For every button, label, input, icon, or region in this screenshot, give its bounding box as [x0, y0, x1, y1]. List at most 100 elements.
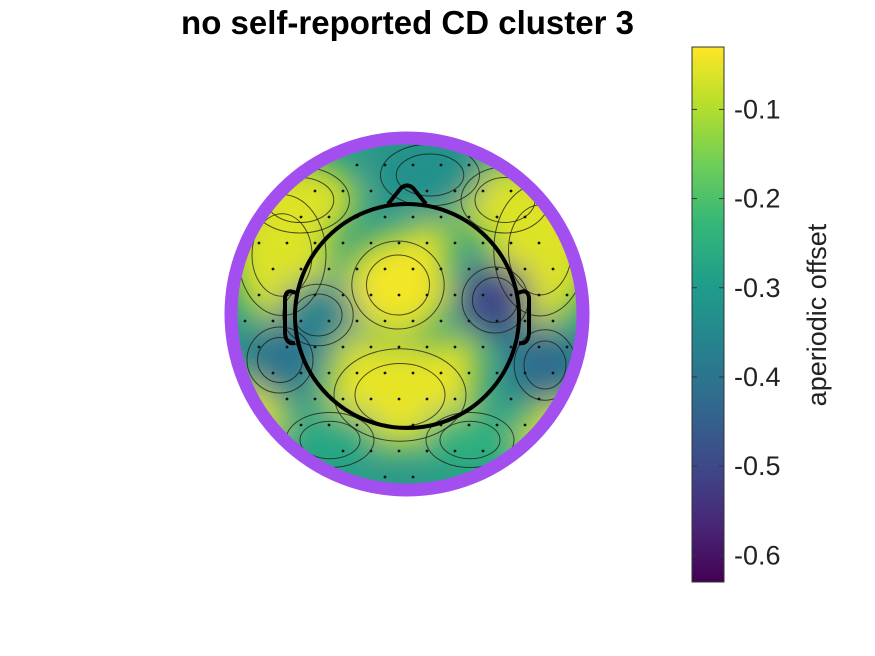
electrode-dot: [425, 449, 429, 453]
electrode-dot: [467, 215, 471, 219]
electrode-dot: [411, 215, 415, 219]
electrode-dot: [439, 215, 443, 219]
electrode-dot: [425, 189, 429, 193]
electrode-dot: [285, 241, 289, 245]
electrode-dot: [313, 345, 317, 349]
colorbar-tick-label: -0.2: [734, 184, 781, 214]
electrode-dot: [369, 397, 373, 401]
electrode-dot: [537, 241, 541, 245]
electrode-dot: [257, 345, 261, 349]
electrode-dot: [495, 371, 499, 375]
electrode-dot: [299, 215, 303, 219]
electrode-dot: [495, 267, 499, 271]
electrode-dot: [481, 449, 485, 453]
electrode-dot: [453, 293, 457, 297]
colorbar: -0.1 -0.2 -0.3 -0.4 -0.5 -0.6 aperiodic offse…: [691, 46, 832, 583]
electrode-dot: [467, 267, 471, 271]
electrode-dot: [383, 163, 387, 167]
electrode-dot: [467, 423, 471, 427]
electrode-dot: [369, 293, 373, 297]
electrode-dot: [467, 371, 471, 375]
electrode-dot: [341, 189, 345, 193]
contour-frontal-midline: [395, 153, 465, 197]
chart-title: no self-reported CD cluster 3: [181, 4, 634, 41]
electrode-dot: [509, 293, 513, 297]
electrode-dot: [411, 267, 415, 271]
electrode-dot: [523, 319, 527, 323]
electrode-dot: [411, 319, 415, 323]
electrode-dot: [299, 267, 303, 271]
electrode-dot: [355, 423, 359, 427]
electrode-dot: [299, 371, 303, 375]
electrode-dot: [355, 319, 359, 323]
electrode-dot: [523, 423, 527, 427]
electrode-dot: [509, 241, 513, 245]
electrode-dot: [467, 319, 471, 323]
right-ear: [517, 289, 531, 346]
contour-right-occipital: [439, 420, 501, 460]
electrode-dot: [425, 293, 429, 297]
electrode-dot: [397, 449, 401, 453]
left-ear: [283, 289, 297, 346]
electrode-dot: [551, 267, 555, 271]
electrode-dot: [341, 345, 345, 349]
contour-right-inferior: [523, 340, 567, 390]
contour-outer-left-inferior: [246, 326, 314, 394]
electrode-dot: [397, 241, 401, 245]
contour-outer-center-posterior: [333, 348, 467, 442]
electrode-dot: [299, 319, 303, 323]
region-right-temporal: [457, 262, 533, 338]
electrode-dot: [425, 345, 429, 349]
electrode-dot: [411, 423, 415, 427]
electrode-dot: [285, 397, 289, 401]
electrode-dot: [453, 241, 457, 245]
electrode-dot: [523, 215, 527, 219]
electrode-dot: [383, 475, 387, 479]
electrode-dot: [481, 345, 485, 349]
electrode-dot: [313, 293, 317, 297]
electrode-dot: [509, 397, 513, 401]
electrode-dot: [327, 215, 331, 219]
electrode-dot: [439, 319, 443, 323]
electrode-dot: [495, 215, 499, 219]
electrode-dot: [537, 397, 541, 401]
electrode-dot: [369, 449, 373, 453]
electrode-dot: [509, 189, 513, 193]
electrode-dot: [271, 371, 275, 375]
electrode-dot: [327, 319, 331, 323]
electrode-dot: [411, 163, 415, 167]
electrode-dot: [313, 189, 317, 193]
electrode-dot: [327, 423, 331, 427]
electrode-dot: [453, 345, 457, 349]
electrode-dot: [257, 293, 261, 297]
electrode-dot: [271, 267, 275, 271]
electrode-dot: [341, 449, 345, 453]
electrode-dot: [453, 449, 457, 453]
electrode-dot: [551, 319, 555, 323]
electrode-dot: [383, 215, 387, 219]
electrode-dot: [257, 241, 261, 245]
electrode-dot: [411, 371, 415, 375]
electrode-dot: [341, 293, 345, 297]
colorbar-label: aperiodic offset: [802, 223, 832, 406]
electrode-dot: [495, 319, 499, 323]
colorbar-tick-label: -0.4: [734, 362, 781, 392]
electrode-dot: [327, 267, 331, 271]
electrode-dot: [537, 293, 541, 297]
region-center-top: [345, 235, 451, 335]
electrode-dot: [425, 241, 429, 245]
contour-outer-left-temporal: [282, 283, 354, 347]
electrode-dot: [397, 397, 401, 401]
electrode-dot: [565, 345, 569, 349]
electrode-dot: [439, 371, 443, 375]
electrode-dot: [495, 423, 499, 427]
electrode-dot: [355, 267, 359, 271]
electrode-dot: [299, 423, 303, 427]
electrode-dot: [439, 163, 443, 167]
electrode-dot: [537, 345, 541, 349]
electrode-dot: [369, 241, 373, 245]
colorbar-tick-label: -0.1: [734, 94, 781, 124]
electrode-dot: [523, 267, 527, 271]
colorbar-tick-label: -0.3: [734, 273, 781, 303]
